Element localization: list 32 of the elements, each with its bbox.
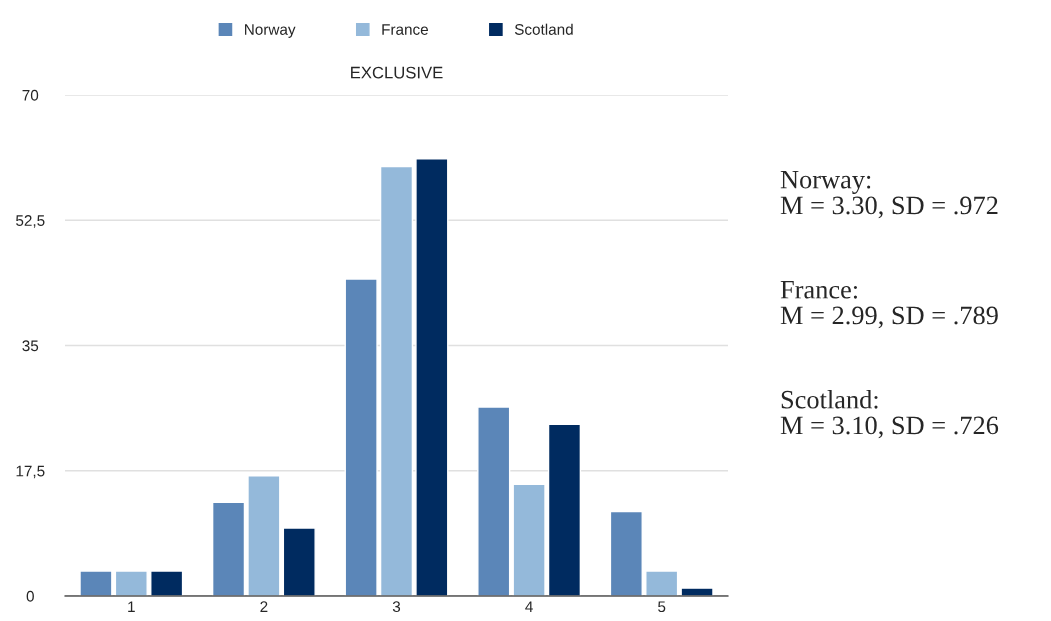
bar (609, 510, 643, 596)
y-tick-label: 0 (26, 590, 34, 602)
y-tick-label: 35 (22, 340, 39, 352)
bar (379, 165, 414, 596)
x-tick-label: 3 (392, 601, 401, 613)
bar (79, 570, 113, 596)
bar (512, 483, 546, 596)
chart-title: EXCLUSIVE (351, 66, 443, 79)
text: France: M = 2.99, SD = .789 (780, 281, 998, 329)
bar (680, 587, 714, 596)
x-tick-label: 4 (525, 601, 533, 612)
bar (645, 570, 679, 596)
legend-label: France (382, 24, 428, 35)
bar (282, 527, 316, 596)
x-tick-label: 5 (658, 601, 666, 613)
text: Scotland: M = 3.10, SD = .726 (780, 390, 999, 439)
text: Norway: M = 3.30, SD = .972 (780, 170, 998, 219)
legend-label: Norway (245, 24, 296, 38)
bar (114, 570, 148, 596)
x-tick-label: 2 (260, 601, 268, 612)
x-tick-label: 1 (128, 601, 135, 612)
bar (150, 570, 184, 596)
y-tick-label: 70 (22, 89, 39, 101)
bar (477, 406, 511, 596)
bar (211, 501, 246, 596)
bar (415, 158, 449, 596)
bar (344, 278, 378, 596)
legend-label: Scotland (514, 23, 573, 35)
bar (247, 475, 281, 596)
y-tick-label: 17,5 (16, 465, 45, 479)
bar (547, 423, 582, 596)
y-tick-label: 52,5 (16, 215, 45, 228)
